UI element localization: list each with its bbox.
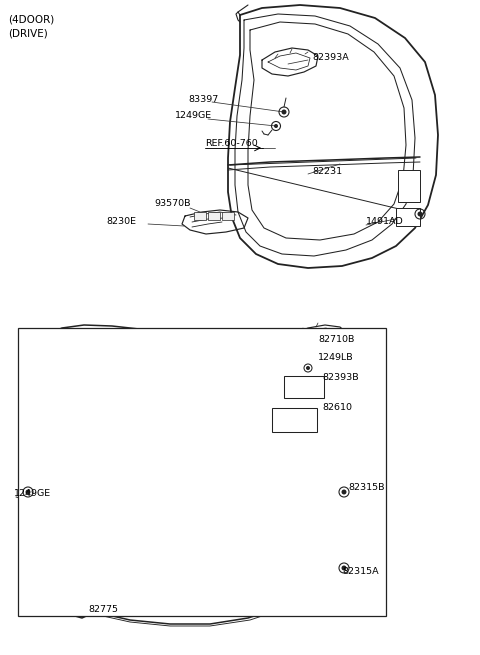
Bar — [398, 170, 420, 202]
Bar — [18, 328, 386, 616]
Text: REF.60-760: REF.60-760 — [205, 138, 258, 147]
Circle shape — [341, 565, 347, 571]
Text: 1249LB: 1249LB — [318, 352, 354, 362]
Text: (4DOOR): (4DOOR) — [8, 14, 54, 24]
Text: 1249GE: 1249GE — [175, 111, 212, 121]
Circle shape — [306, 366, 310, 370]
Text: 82231: 82231 — [312, 168, 342, 176]
Text: (DRIVE): (DRIVE) — [8, 28, 48, 38]
Bar — [396, 208, 420, 226]
Bar — [194, 212, 206, 220]
Circle shape — [25, 489, 31, 495]
Text: 82393A: 82393A — [312, 52, 349, 62]
Text: 83397: 83397 — [188, 96, 218, 105]
Circle shape — [418, 212, 422, 217]
Circle shape — [341, 489, 347, 495]
Bar — [208, 212, 220, 220]
Text: 82610: 82610 — [322, 403, 352, 413]
Text: 82315A: 82315A — [342, 567, 379, 576]
Bar — [272, 408, 317, 432]
Text: 82775: 82775 — [88, 605, 118, 614]
Circle shape — [274, 124, 278, 128]
Text: 82710B: 82710B — [318, 335, 354, 345]
Text: 82393B: 82393B — [322, 373, 359, 383]
Text: 82315B: 82315B — [348, 483, 384, 493]
Bar — [222, 212, 234, 220]
Text: 1491AD: 1491AD — [366, 217, 404, 227]
Text: 8230E: 8230E — [106, 217, 136, 227]
Text: 1249GE: 1249GE — [14, 489, 51, 498]
Circle shape — [281, 109, 287, 115]
Text: 93570B: 93570B — [154, 198, 191, 208]
Bar — [284, 376, 324, 398]
